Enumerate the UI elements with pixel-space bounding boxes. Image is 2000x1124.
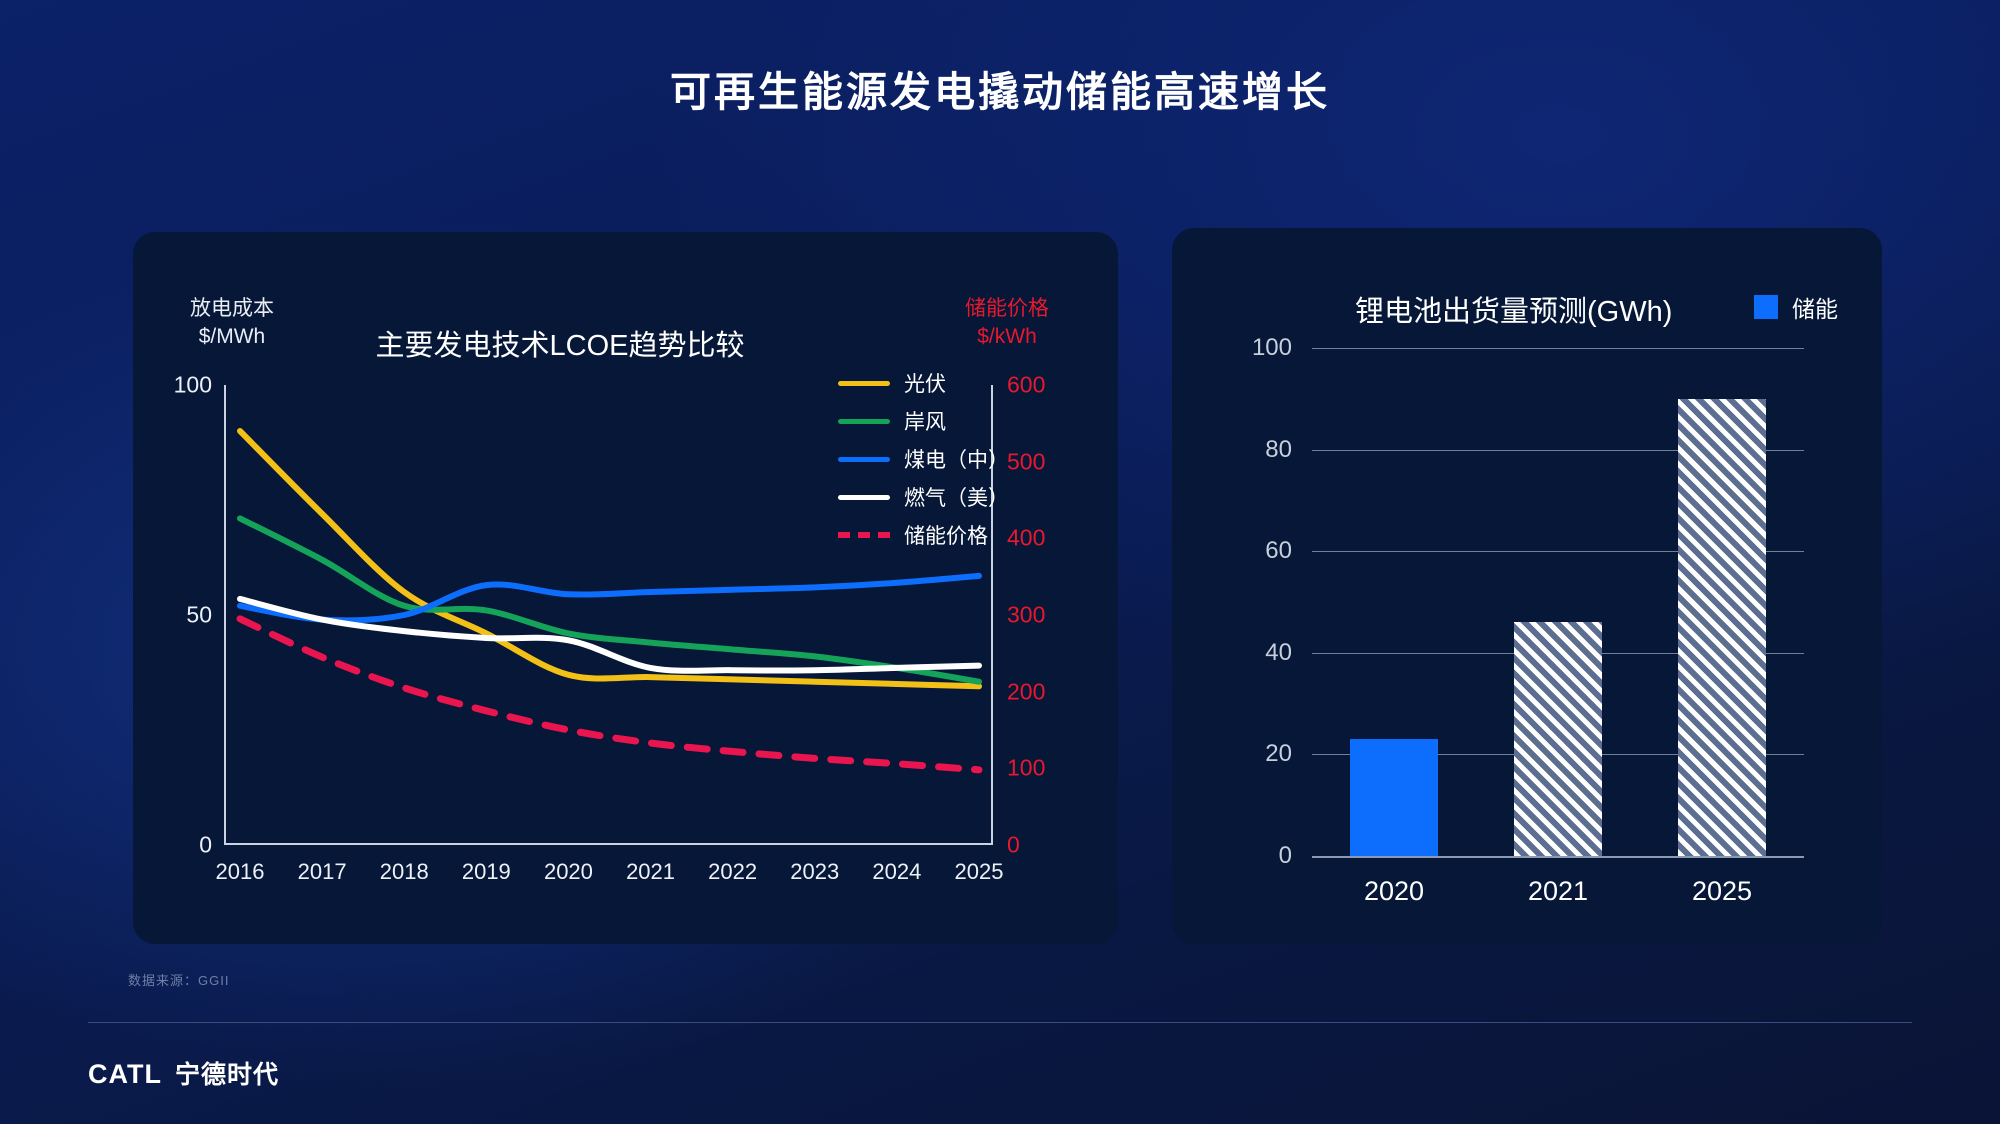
lcoe-x-tick: 2020 bbox=[543, 859, 593, 884]
battery-x-tick: 2025 bbox=[1691, 876, 1753, 906]
footer-divider bbox=[88, 1022, 1912, 1023]
lcoe-legend-item[interactable]: 光伏 bbox=[838, 364, 1009, 402]
battery-plot-area: 0 20 40 60 80 100 2020 2021 2025 bbox=[1252, 334, 1804, 906]
battery-legend-label: 储能 bbox=[1792, 296, 1838, 322]
left-y-axis-caption-line2: $/MWh bbox=[198, 325, 266, 349]
lcoe-x-tick: 2017 bbox=[297, 859, 347, 884]
source-note: 数据来源：GGII bbox=[128, 973, 230, 988]
catl-logo: CATL 宁德时代 bbox=[88, 1055, 279, 1091]
lcoe-legend-item[interactable]: 岸风 bbox=[838, 402, 1009, 440]
lcoe-x-tick: 2024 bbox=[872, 859, 922, 884]
lcoe-legend: 光伏岸风煤电（中） 燃气（美） 储能价格 bbox=[838, 364, 1009, 554]
lcoe-x-tick: 2023 bbox=[790, 859, 840, 884]
battery-gridline bbox=[1312, 551, 1804, 553]
battery-bar bbox=[1350, 739, 1438, 856]
right-y-axis-caption-line1: 储能价格 bbox=[965, 297, 1049, 320]
lcoe-legend-label: 光伏 bbox=[904, 373, 946, 396]
battery-chart-title: 锂电池出货量预测(GWh) bbox=[1355, 296, 1673, 328]
lcoe-chart-title: 主要发电技术LCOE趋势比较 bbox=[375, 330, 745, 362]
lcoe-x-tick: 2019 bbox=[461, 859, 511, 884]
lcoe-legend-label: 储能价格 bbox=[904, 525, 988, 548]
battery-y-tick: 80 bbox=[1265, 435, 1292, 463]
lcoe-legend-swatch-icon bbox=[838, 456, 890, 462]
lcoe-y2-tick: 400 bbox=[1007, 524, 1046, 551]
battery-y-tick: 20 bbox=[1265, 740, 1292, 768]
right-y-axis-caption: 储能价格 $/kWh bbox=[965, 295, 1049, 352]
lcoe-x-tick: 2022 bbox=[708, 859, 758, 884]
lcoe-series-煤电（中） bbox=[237, 572, 982, 624]
lcoe-y-axis-line bbox=[224, 385, 226, 845]
lcoe-legend-swatch-icon bbox=[838, 418, 890, 424]
lcoe-legend-item[interactable]: 燃气（美） bbox=[838, 478, 1009, 516]
lcoe-y2-tick: 0 bbox=[1007, 831, 1020, 858]
lcoe-y2-tick: 600 bbox=[1007, 371, 1046, 398]
lcoe-y2-tick: 200 bbox=[1007, 678, 1046, 705]
lcoe-x-tick: 2016 bbox=[215, 859, 265, 884]
lcoe-series-lines bbox=[236, 428, 983, 774]
lcoe-legend-item[interactable]: 储能价格 bbox=[838, 516, 1009, 554]
lcoe-y2-axis-line bbox=[991, 385, 993, 845]
lcoe-legend-swatch-icon bbox=[838, 494, 890, 500]
battery-gridline bbox=[1312, 348, 1804, 349]
battery-x-tick: 2021 bbox=[1527, 876, 1589, 906]
battery-y-tick: 60 bbox=[1265, 537, 1292, 565]
battery-bar bbox=[1514, 622, 1602, 856]
page-title: 可再生能源发电撬动储能高速增长 bbox=[670, 69, 1330, 115]
lcoe-plot-area: 0 50 100 0 100 200 300 400 500 600 2016 2017 2018 2… bbox=[174, 372, 1046, 885]
lcoe-x-tick: 2018 bbox=[379, 859, 429, 884]
lcoe-x-tick: 2025 bbox=[954, 859, 1004, 884]
lcoe-y2-tick: 500 bbox=[1007, 448, 1046, 475]
lcoe-series-岸风 bbox=[237, 515, 982, 685]
battery-x-tick: 2020 bbox=[1363, 876, 1425, 906]
lcoe-legend-label: 燃气（美） bbox=[904, 487, 1009, 510]
lcoe-legend-swatch-icon bbox=[838, 532, 890, 538]
lcoe-series-光伏 bbox=[237, 428, 982, 690]
battery-y-tick: 0 bbox=[1278, 842, 1292, 869]
lcoe-x-tick: 2021 bbox=[626, 859, 676, 884]
catl-logo-name: 宁德时代 bbox=[174, 1061, 279, 1089]
lcoe-legend-item[interactable]: 煤电（中） bbox=[838, 440, 1009, 478]
battery-legend: 储能 bbox=[1754, 290, 1838, 324]
catl-logo-mark: CATL bbox=[88, 1059, 162, 1089]
lcoe-y-tick: 50 bbox=[186, 601, 212, 628]
lcoe-y2-tick: 100 bbox=[1007, 754, 1046, 781]
battery-gridline bbox=[1312, 449, 1804, 451]
lcoe-y2-tick: 300 bbox=[1007, 601, 1046, 628]
lcoe-legend-swatch-icon bbox=[838, 380, 890, 386]
battery-y-tick: 40 bbox=[1265, 638, 1292, 666]
lcoe-chart-panel bbox=[133, 232, 1118, 944]
battery-y-tick: 100 bbox=[1251, 334, 1292, 361]
battery-legend-swatch bbox=[1754, 295, 1778, 319]
battery-bar bbox=[1678, 398, 1766, 856]
battery-gridline bbox=[1312, 856, 1804, 858]
left-y-axis-caption-line1: 放电成本 bbox=[190, 297, 274, 320]
lcoe-x-axis-line bbox=[224, 843, 993, 845]
lcoe-legend-label: 岸风 bbox=[904, 411, 946, 434]
lcoe-y-tick: 0 bbox=[199, 831, 212, 858]
right-y-axis-caption-line2: $/kWh bbox=[977, 325, 1037, 349]
left-y-axis-caption: 放电成本 $/MWh bbox=[190, 295, 274, 352]
lcoe-series-燃气（美） bbox=[237, 595, 982, 674]
lcoe-legend-label: 煤电（中） bbox=[904, 449, 1009, 472]
lcoe-y-tick: 100 bbox=[173, 371, 212, 398]
